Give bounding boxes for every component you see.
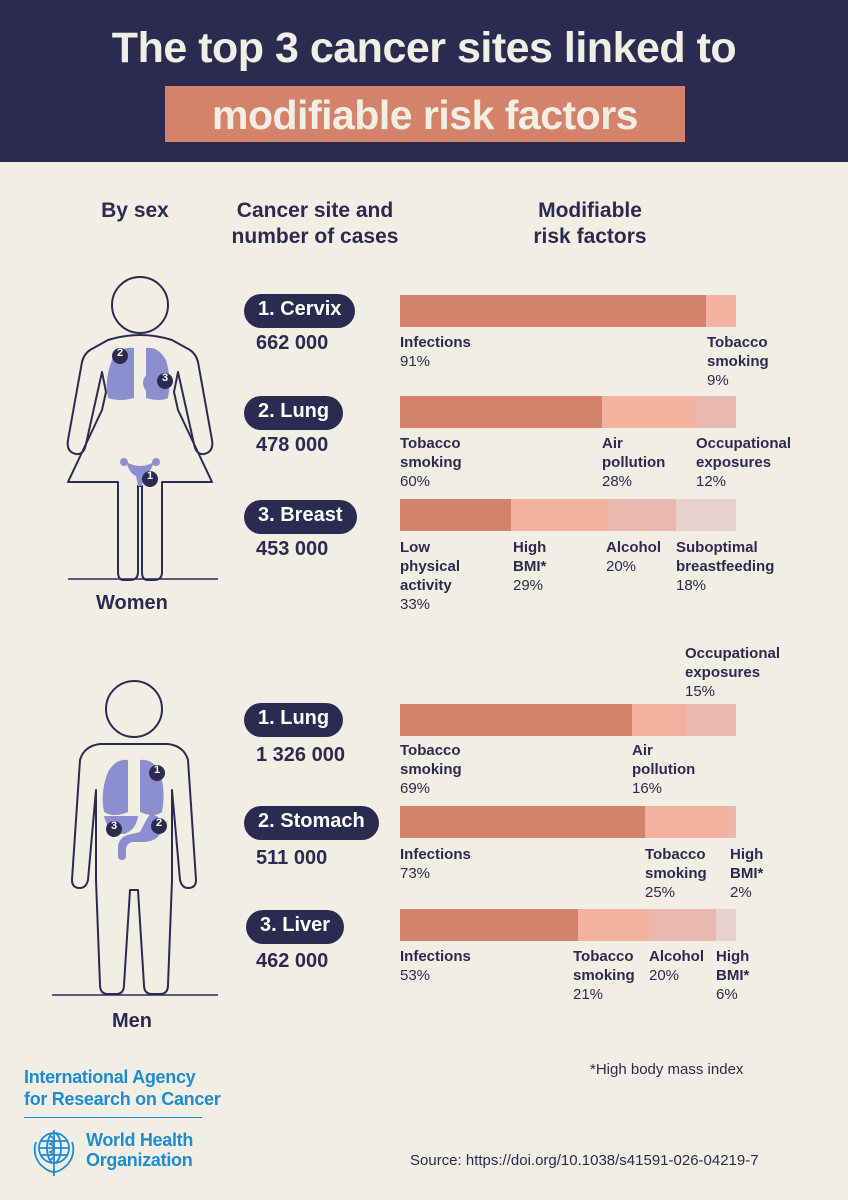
site-pill-women-breast: 3. Breast bbox=[244, 500, 357, 534]
label-tobacco-smoking: Tobacco smoking 69% bbox=[400, 742, 462, 797]
column-header-by-sex: By sex bbox=[70, 198, 200, 224]
column-header-site-line-1: Cancer site and bbox=[236, 199, 394, 222]
site-pill-men-liver: 3. Liver bbox=[246, 910, 345, 944]
title-line-1: The top 3 cancer sites linked to bbox=[111, 24, 737, 72]
who-line-2: Organization bbox=[86, 1150, 193, 1170]
column-header-cancer-site: Cancer site and number of cases bbox=[205, 198, 425, 250]
bar-segment-high-bmi bbox=[715, 909, 736, 941]
label-low-physical-activity: Low physical activity 33% bbox=[400, 539, 461, 613]
label-air-pollution: Air pollution 16% bbox=[632, 742, 696, 797]
logo-divider bbox=[24, 1117, 202, 1118]
label-occupational-exposures: Occupational exposures 15% bbox=[685, 645, 781, 700]
man-marker-1: 1 bbox=[153, 764, 161, 776]
label-alcohol: Alcohol 20% bbox=[649, 948, 704, 984]
label-alcohol: Alcohol 20% bbox=[606, 539, 661, 575]
bar-men-liver bbox=[400, 909, 736, 941]
woman-marker-2: 2 bbox=[116, 347, 124, 359]
label-air-pollution: Air pollution 28% bbox=[602, 435, 666, 490]
bar-men-lung bbox=[400, 704, 736, 736]
label-infections: Infections 91% bbox=[400, 334, 471, 370]
cases-women-cervix: 662 000 bbox=[256, 332, 329, 354]
cases-women-lung: 478 000 bbox=[256, 434, 329, 456]
woman-marker-1: 1 bbox=[146, 470, 154, 482]
bar-segment-occupational-exposures bbox=[685, 704, 736, 736]
label-suboptimal-breastfeeding: Suboptimal breastfeeding 18% bbox=[676, 539, 775, 594]
site-pill-women-lung: 2. Lung bbox=[244, 396, 344, 430]
label-occupational-exposures: Occupational exposures 12% bbox=[696, 435, 792, 490]
bar-women-lung bbox=[400, 396, 736, 428]
label-infections: Infections 53% bbox=[400, 948, 471, 984]
bar-segment-alcohol bbox=[608, 499, 676, 531]
site-pill-men-lung: 1. Lung bbox=[244, 703, 344, 737]
bar-segment-infections bbox=[400, 806, 646, 838]
title-highlight-box: modifiable risk factors bbox=[165, 86, 685, 142]
iarc-line-2: for Research on Cancer bbox=[24, 1089, 221, 1109]
bar-segment-tobacco-smoking bbox=[578, 909, 649, 941]
label-tobacco-smoking: Tobacco smoking 60% bbox=[400, 435, 462, 490]
woman-marker-3: 3 bbox=[161, 372, 169, 384]
column-header-risk-line-2: risk factors bbox=[533, 225, 647, 248]
who-line-1: World Health bbox=[86, 1130, 194, 1150]
bar-men-stomach bbox=[400, 806, 736, 838]
men-label: Men bbox=[112, 1010, 152, 1032]
column-header-site-line-2: number of cases bbox=[231, 225, 399, 248]
bar-segment-infections bbox=[400, 909, 579, 941]
cases-men-liver: 462 000 bbox=[256, 950, 329, 972]
title-line-2: modifiable risk factors bbox=[212, 92, 638, 138]
bar-women-cervix bbox=[400, 295, 736, 327]
iarc-logo-text: International Agency for Research on Can… bbox=[24, 1066, 221, 1110]
bar-segment-tobacco-smoking bbox=[400, 396, 602, 428]
women-label: Women bbox=[96, 592, 168, 614]
label-tobacco-smoking: Tobacco smoking 25% bbox=[645, 846, 707, 901]
footnote: *High body mass index bbox=[590, 1061, 744, 1078]
who-logo-text: World Health Organization bbox=[86, 1130, 193, 1170]
man-marker-3: 3 bbox=[110, 820, 118, 832]
bar-segment-tobacco-smoking bbox=[400, 704, 632, 736]
bar-segment-alcohol bbox=[648, 909, 716, 941]
header-banner: The top 3 cancer sites linked to modifia… bbox=[0, 0, 848, 162]
cases-men-lung: 1 326 000 bbox=[256, 744, 345, 766]
source-citation: Source: https://doi.org/10.1038/s41591-0… bbox=[410, 1152, 759, 1169]
bar-segment-air-pollution bbox=[601, 396, 696, 428]
label-tobacco-smoking: Tobacco smoking 9% bbox=[707, 334, 769, 389]
bar-segment-tobacco-smoking bbox=[705, 295, 736, 327]
label-tobacco-smoking: Tobacco smoking 21% bbox=[573, 948, 635, 1003]
bar-segment-high-bmi bbox=[729, 806, 736, 838]
bar-segment-suboptimal-breastfeeding bbox=[675, 499, 736, 531]
column-header-risk-factors: Modifiable risk factors bbox=[490, 198, 690, 250]
man-marker-2: 2 bbox=[155, 817, 163, 829]
bar-segment-tobacco-smoking bbox=[645, 806, 730, 838]
iarc-line-1: International Agency bbox=[24, 1067, 196, 1087]
bar-women-breast bbox=[400, 499, 736, 531]
label-infections: Infections 73% bbox=[400, 846, 471, 882]
label-high-bmi: High BMI* 2% bbox=[730, 846, 764, 901]
who-emblem-icon bbox=[33, 1130, 75, 1176]
bar-segment-occupational-exposures bbox=[695, 396, 736, 428]
bar-segment-low-physical-activity bbox=[400, 499, 511, 531]
column-header-risk-line-1: Modifiable bbox=[538, 199, 642, 222]
bar-segment-high-bmi bbox=[510, 499, 609, 531]
label-high-bmi: High BMI* 6% bbox=[716, 948, 750, 1003]
bar-segment-air-pollution bbox=[631, 704, 686, 736]
column-header-by-sex-text: By sex bbox=[101, 199, 169, 222]
site-pill-men-stomach: 2. Stomach bbox=[244, 806, 379, 840]
label-high-bmi: High BMI* 29% bbox=[513, 539, 547, 594]
site-pill-women-cervix: 1. Cervix bbox=[244, 294, 356, 328]
bar-segment-infections bbox=[400, 295, 706, 327]
cases-women-breast: 453 000 bbox=[256, 538, 329, 560]
cases-men-stomach: 511 000 bbox=[256, 847, 328, 869]
